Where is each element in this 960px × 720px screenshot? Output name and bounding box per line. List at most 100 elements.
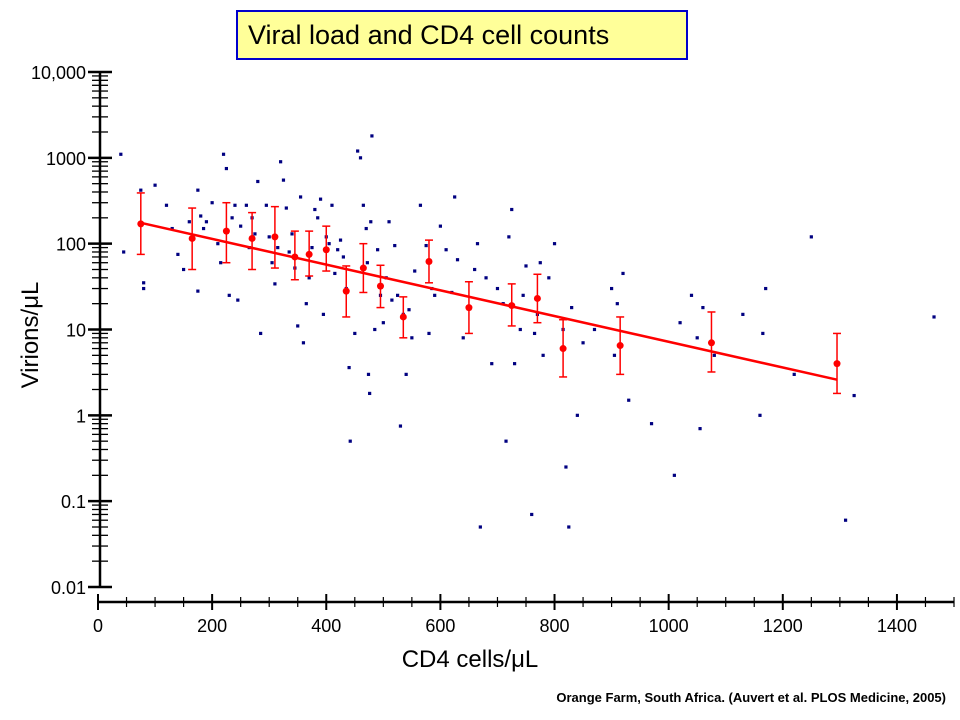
data-point <box>310 245 314 250</box>
y-tick-label: 1 <box>76 406 86 426</box>
data-point <box>495 286 500 291</box>
data-point <box>410 336 414 340</box>
data-point <box>210 201 214 205</box>
data-point <box>290 232 294 236</box>
data-point <box>199 214 203 218</box>
data-point <box>518 327 522 332</box>
data-point <box>575 413 579 417</box>
data-point <box>615 302 619 306</box>
binned-mean <box>342 265 351 318</box>
binned-mean <box>188 207 197 271</box>
data-point <box>327 242 331 246</box>
binned-mean <box>222 201 231 264</box>
data-point <box>216 242 220 246</box>
data-point <box>230 216 234 220</box>
data-point <box>253 232 257 236</box>
data-point <box>239 224 243 228</box>
data-point <box>187 220 191 224</box>
mean-point <box>359 264 367 272</box>
y-tick-label: 1000 <box>46 149 86 169</box>
x-tick-label: 200 <box>197 616 227 636</box>
mean-point <box>342 287 350 295</box>
binned-mean <box>359 242 368 294</box>
data-point <box>284 206 288 210</box>
data-point <box>196 188 200 192</box>
data-point <box>387 220 391 224</box>
data-point <box>364 226 368 231</box>
data-point <box>532 331 537 336</box>
data-point <box>672 473 676 477</box>
data-point <box>932 315 936 319</box>
data-point <box>341 255 345 259</box>
data-point <box>164 203 169 207</box>
data-point <box>259 331 263 336</box>
y-tick-label: 10,000 <box>31 63 86 83</box>
x-tick-label: 800 <box>540 616 570 636</box>
data-point <box>358 156 363 160</box>
data-point <box>418 203 423 207</box>
data-point <box>792 372 796 376</box>
data-point <box>176 252 180 256</box>
data-point <box>244 203 248 207</box>
data-point <box>404 372 408 376</box>
y-tick-label: 0.1 <box>61 492 86 512</box>
data-point <box>761 331 765 336</box>
data-point <box>627 398 631 402</box>
x-tick-label: 600 <box>425 616 455 636</box>
data-point <box>612 353 617 357</box>
binned-mean <box>559 318 568 378</box>
data-point <box>321 312 326 316</box>
data-point <box>361 203 365 207</box>
data-point <box>381 321 385 325</box>
data-point <box>182 267 186 272</box>
binned-mean <box>376 264 385 309</box>
mean-point <box>616 342 624 350</box>
data-point <box>204 220 209 224</box>
binned-mean <box>399 296 408 339</box>
data-point <box>201 226 206 231</box>
data-point <box>475 242 480 246</box>
data-point <box>538 261 542 265</box>
chart-title: Viral load and CD4 cell counts <box>236 10 688 60</box>
data-point <box>347 365 351 370</box>
data-point <box>267 235 271 239</box>
mean-point <box>271 233 279 241</box>
data-point <box>484 276 488 280</box>
data-point <box>139 188 143 192</box>
data-point <box>336 248 340 252</box>
data-point <box>196 289 200 293</box>
data-point <box>227 293 231 297</box>
data-point <box>698 427 702 431</box>
data-point <box>396 293 400 297</box>
x-tick-label: 1000 <box>649 616 689 636</box>
data-point <box>348 439 352 443</box>
mean-point <box>707 339 715 347</box>
mean-point <box>425 257 433 265</box>
data-point <box>279 160 283 164</box>
x-tick-label: 1400 <box>877 616 917 636</box>
data-point <box>398 424 403 428</box>
data-point <box>455 258 460 262</box>
data-point <box>478 525 482 529</box>
data-point <box>224 166 228 171</box>
mean-point <box>833 360 841 368</box>
data-point <box>333 271 337 276</box>
data-point <box>368 391 372 396</box>
data-point <box>281 178 286 182</box>
binned-mean <box>707 311 716 373</box>
data-point <box>552 242 557 246</box>
data-point <box>461 336 465 340</box>
data-point <box>712 353 716 357</box>
data-point <box>507 235 511 239</box>
data-point <box>256 179 260 184</box>
mean-point <box>222 227 230 235</box>
data-point <box>852 393 856 398</box>
data-point <box>564 465 568 469</box>
data-point <box>376 248 380 252</box>
data-point <box>427 331 431 336</box>
data-point <box>444 248 448 252</box>
mean-point <box>248 234 256 242</box>
mean-point <box>465 304 473 312</box>
data-point <box>530 512 534 517</box>
